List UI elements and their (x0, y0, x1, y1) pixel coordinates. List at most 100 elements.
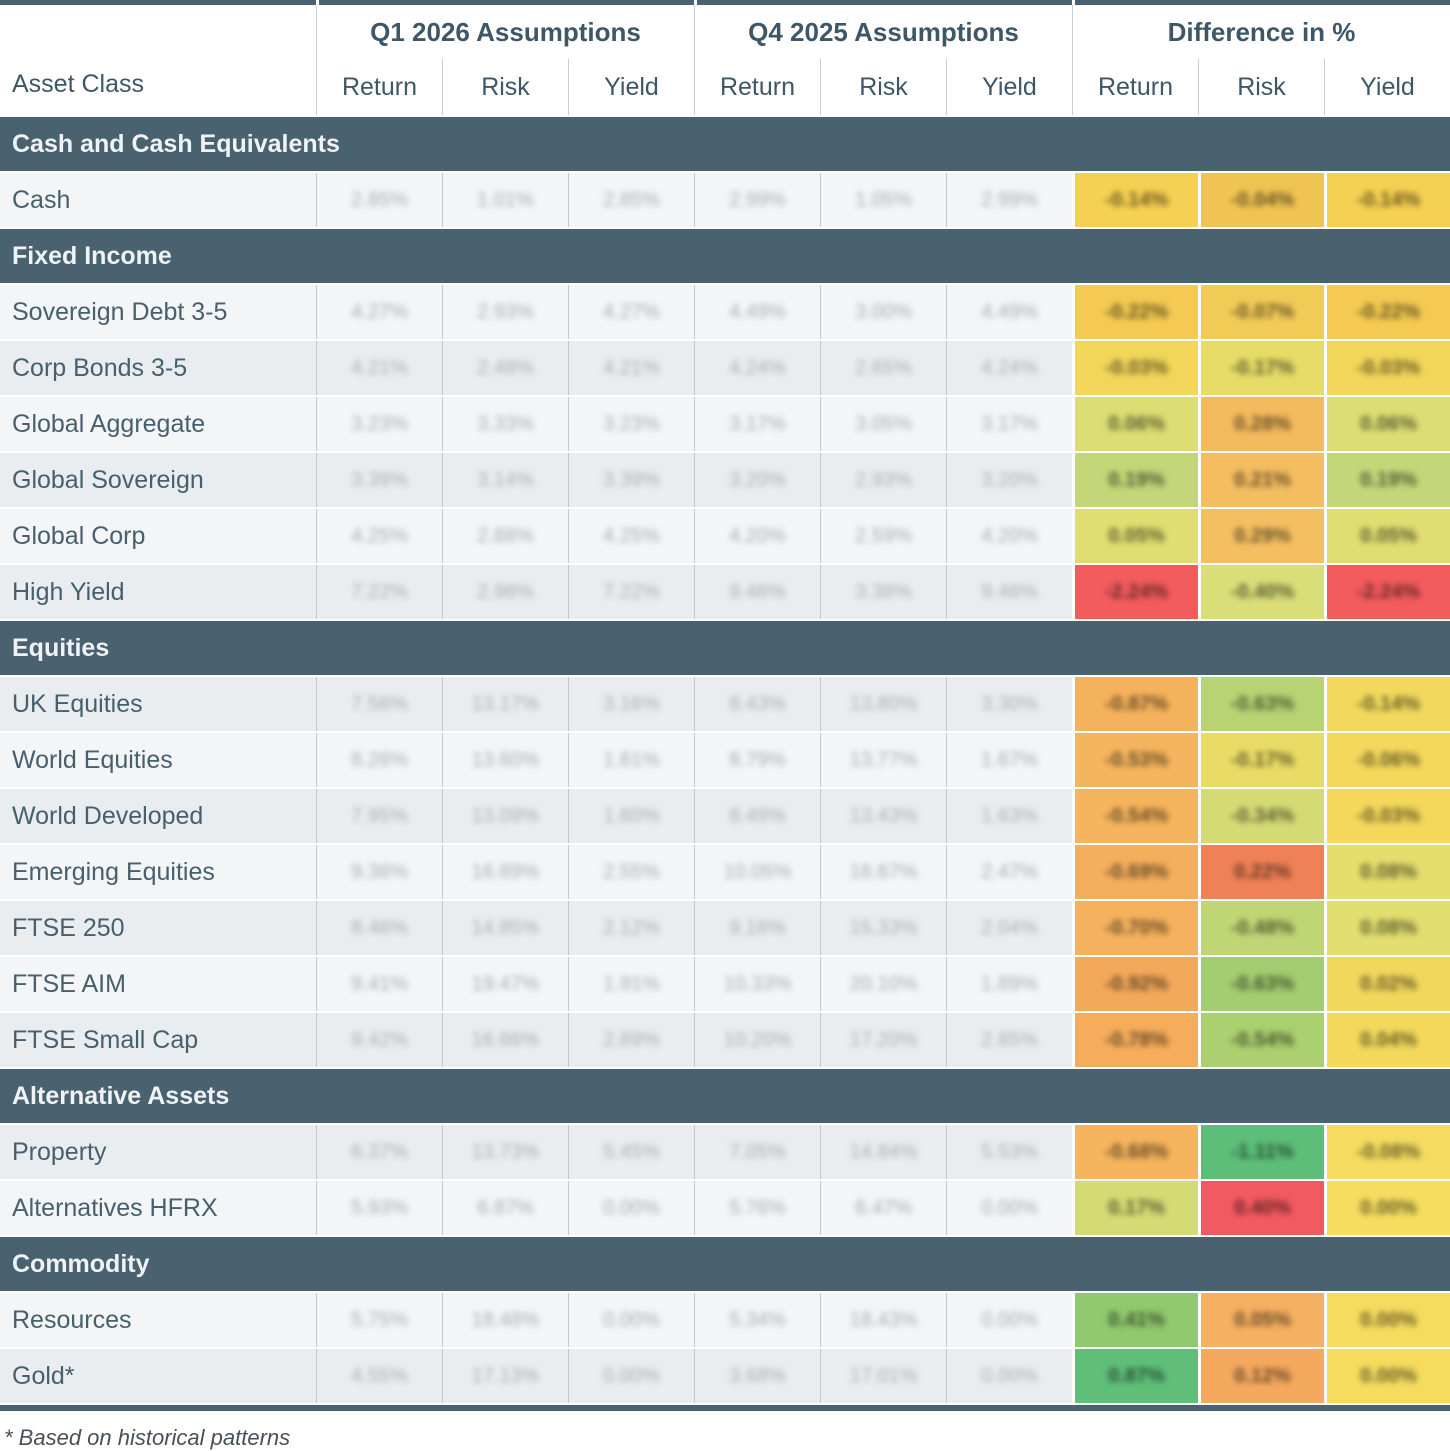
table-row: Sovereign Debt 3-5 4.27% 2.93% 4.27% 4.49% 3.… (0, 285, 1450, 341)
diff-risk-cell: -0.48% (1198, 901, 1324, 955)
q1-yield-value: 0.00% (568, 1181, 694, 1235)
q4-risk-value: 17.20% (820, 1013, 946, 1067)
q4-risk-value: 3.05% (820, 397, 946, 451)
asset-name: FTSE Small Cap (12, 1025, 199, 1054)
blurred-value-text: 4.27% (603, 300, 660, 323)
diff-yield-cell: -2.24% (1324, 565, 1450, 619)
blurred-value-text: 1.60% (603, 804, 660, 827)
column-header-q1-return: Return (316, 59, 442, 115)
q4-risk-value: 15.33% (820, 901, 946, 955)
blurred-diff-text: 0.29% (1234, 524, 1291, 547)
blurred-value-text: 1.89% (981, 972, 1038, 995)
diff-yield-cell: 0.08% (1324, 901, 1450, 955)
asset-name: Cash (12, 185, 71, 214)
diff-risk-cell: -0.07% (1198, 285, 1324, 339)
blurred-value-text: 4.21% (603, 356, 660, 379)
q4-yield-value: 3.20% (946, 453, 1072, 507)
diff-yield-cell: -0.03% (1324, 341, 1450, 395)
q1-risk-value: 19.47% (442, 957, 568, 1011)
table-header: Asset Class Q1 2026 Assumptions Q4 2025 … (0, 5, 1450, 117)
blurred-value-text: 5.75% (351, 1308, 408, 1331)
blurred-diff-text: -0.03% (1104, 356, 1169, 379)
q1-risk-value: 16.89% (442, 845, 568, 899)
q4-risk-value: 2.65% (820, 341, 946, 395)
blurred-value-text: 13.73% (471, 1140, 540, 1163)
q1-risk-value: 2.48% (442, 341, 568, 395)
blurred-value-text: 4.55% (351, 1364, 408, 1387)
table-row: Alternatives HFRX 5.93% 6.87% 0.00% 5.76% 6.4… (0, 1181, 1450, 1237)
q1-yield-value: 3.39% (568, 453, 694, 507)
blurred-value-text: 16.67% (849, 860, 918, 883)
diff-yield-cell: 0.04% (1324, 1013, 1450, 1067)
top-border-segment (0, 0, 316, 5)
table-row: Corp Bonds 3-5 4.21% 2.48% 4.21% 4.24% 2.65% 4… (0, 341, 1450, 397)
q1-return-value: 3.39% (316, 453, 442, 507)
blurred-diff-text: -0.14% (1104, 188, 1169, 211)
blurred-value-text: 6.87% (477, 1196, 534, 1219)
q4-yield-value: 2.99% (946, 173, 1072, 227)
diff-yield-cell: 0.06% (1324, 397, 1450, 451)
diff-risk-cell: 0.22% (1198, 845, 1324, 899)
q1-risk-value: 2.93% (442, 285, 568, 339)
footnote: * Based on historical patterns (4, 1425, 291, 1450)
diff-return-cell: 0.87% (1072, 1349, 1198, 1403)
blurred-value-text: 9.46% (729, 580, 786, 603)
q4-risk-value: 17.01% (820, 1349, 946, 1403)
section-header: Equities (0, 621, 1450, 677)
q1-yield-value: 1.91% (568, 957, 694, 1011)
table-body: Cash and Cash Equivalents Cash 2.85% 1.01% 2… (0, 117, 1450, 1405)
blurred-diff-text: -0.06% (1356, 748, 1421, 771)
column-header-q4-risk: Risk (820, 59, 946, 115)
q4-return-value: 5.34% (694, 1293, 820, 1347)
q4-risk-value: 2.93% (820, 453, 946, 507)
blurred-value-text: 3.30% (981, 692, 1038, 715)
q4-risk-value: 14.84% (820, 1125, 946, 1179)
diff-yield-cell: 0.08% (1324, 845, 1450, 899)
blurred-value-text: 2.12% (603, 916, 660, 939)
q4-yield-value: 2.85% (946, 1013, 1072, 1067)
blurred-value-text: 13.09% (471, 804, 540, 827)
q4-return-value: 8.49% (694, 789, 820, 843)
blurred-value-text: 14.84% (849, 1140, 918, 1163)
q1-return-value: 2.85% (316, 173, 442, 227)
blurred-value-text: 13.60% (471, 748, 540, 771)
q1-return-value: 8.26% (316, 733, 442, 787)
blurred-value-text: 3.00% (855, 300, 912, 323)
q4-return-value: 10.20% (694, 1013, 820, 1067)
blurred-value-text: 7.05% (729, 1140, 786, 1163)
blurred-diff-text: -0.54% (1104, 804, 1169, 827)
blurred-diff-text: -0.78% (1104, 1028, 1169, 1051)
blurred-diff-text: -0.22% (1356, 300, 1421, 323)
q1-risk-value: 17.13% (442, 1349, 568, 1403)
q1-return-value: 7.56% (316, 677, 442, 731)
blurred-value-text: 20.10% (849, 972, 918, 995)
q1-return-value: 3.23% (316, 397, 442, 451)
column-header-diff-yield: Yield (1324, 59, 1450, 115)
q4-yield-value: 0.00% (946, 1181, 1072, 1235)
blurred-diff-text: 0.87% (1108, 1364, 1165, 1387)
blurred-diff-text: -0.68% (1104, 1140, 1169, 1163)
table-row: FTSE AIM 9.41% 19.47% 1.91% 10.33% 20.10% 1.89… (0, 957, 1450, 1013)
q1-return-value: 9.41% (316, 957, 442, 1011)
blurred-value-text: 0.00% (603, 1364, 660, 1387)
diff-return-cell: 0.05% (1072, 509, 1198, 563)
table-row: Resources 5.75% 18.48% 0.00% 5.34% 18.43% 0.00… (0, 1293, 1450, 1349)
blurred-diff-text: 0.00% (1360, 1364, 1417, 1387)
table-row: Global Aggregate 3.23% 3.33% 3.23% 3.17% 3.05… (0, 397, 1450, 453)
blurred-value-text: 14.85% (471, 916, 540, 939)
q1-yield-value: 0.00% (568, 1349, 694, 1403)
q4-yield-value: 2.47% (946, 845, 1072, 899)
blurred-value-text: 2.59% (855, 524, 912, 547)
blurred-value-text: 5.76% (729, 1196, 786, 1219)
q4-yield-value: 4.24% (946, 341, 1072, 395)
q4-risk-value: 3.38% (820, 565, 946, 619)
blurred-diff-text: 0.19% (1360, 468, 1417, 491)
q4-risk-value: 3.00% (820, 285, 946, 339)
asset-name: FTSE 250 (12, 913, 125, 942)
blurred-value-text: 7.95% (351, 804, 408, 827)
q4-return-value: 4.49% (694, 285, 820, 339)
blurred-value-text: 18.43% (849, 1308, 918, 1331)
table-row: UK Equities 7.56% 13.17% 3.16% 8.43% 13.80% 3.… (0, 677, 1450, 733)
diff-yield-cell: 0.00% (1324, 1293, 1450, 1347)
